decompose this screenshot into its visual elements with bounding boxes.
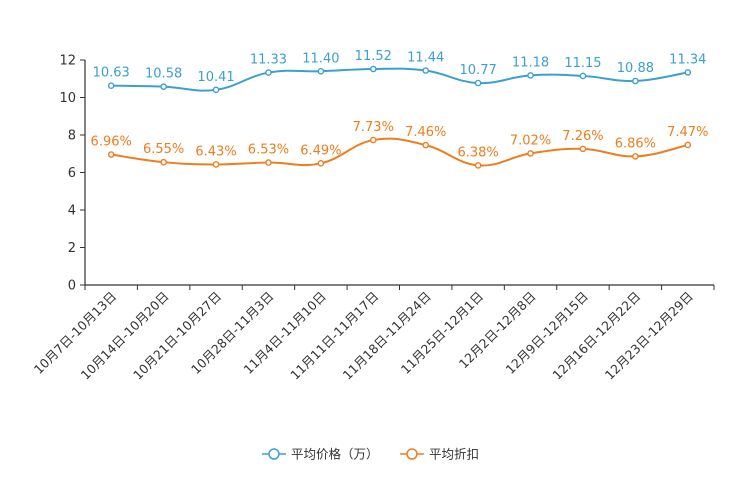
y-tick-label: 4 bbox=[68, 204, 76, 219]
x-tick-label: 12月16日-12月22日 bbox=[549, 289, 643, 383]
data-point bbox=[265, 69, 272, 76]
data-point bbox=[160, 83, 167, 90]
data-point bbox=[579, 72, 587, 80]
data-label: 11.15 bbox=[564, 56, 601, 71]
legend-item-2[interactable]: 平均折扣 bbox=[400, 447, 479, 462]
data-label: 6.86% bbox=[615, 136, 656, 151]
data-point bbox=[107, 82, 115, 89]
data-point bbox=[474, 162, 482, 169]
data-label: 7.47% bbox=[667, 125, 708, 140]
data-label: 7.46% bbox=[405, 125, 446, 140]
data-label: 7.26% bbox=[562, 129, 603, 144]
data-label: 10.41 bbox=[197, 70, 234, 85]
data-point bbox=[265, 159, 272, 166]
data-point bbox=[684, 69, 692, 76]
data-label: 11.18 bbox=[512, 55, 549, 70]
data-point bbox=[632, 77, 639, 85]
data-point bbox=[579, 145, 587, 153]
legend-marker bbox=[268, 448, 280, 460]
data-point bbox=[422, 67, 430, 74]
y-tick-label: 0 bbox=[68, 279, 76, 294]
data-point bbox=[632, 153, 639, 160]
data-point bbox=[369, 65, 377, 73]
series-layer: 10.63 10.58 10.41 11.33 11.40 11.52 11.44 10.77… bbox=[91, 49, 708, 169]
data-label: 6.38% bbox=[457, 145, 498, 160]
data-point bbox=[422, 141, 430, 149]
data-point bbox=[474, 79, 482, 87]
data-label: 7.73% bbox=[353, 120, 394, 135]
data-label: 10.63 bbox=[93, 66, 130, 81]
data-point bbox=[317, 67, 325, 75]
x-tick-label: 10月14日-10月20日 bbox=[78, 289, 172, 383]
data-label: 10.88 bbox=[617, 61, 654, 76]
data-label: 10.77 bbox=[460, 63, 497, 78]
y-tick-label: 2 bbox=[68, 241, 76, 256]
data-label: 7.02% bbox=[510, 133, 551, 148]
legend-label: 平均折扣 bbox=[429, 447, 479, 462]
x-tick-label: 12月23日-12月29日 bbox=[602, 289, 696, 383]
data-label: 11.34 bbox=[669, 52, 706, 67]
data-point bbox=[527, 72, 534, 79]
legend-label: 平均价格（万） bbox=[291, 447, 379, 462]
series-line bbox=[111, 67, 688, 92]
series-line bbox=[111, 137, 689, 167]
data-label: 6.96% bbox=[91, 135, 132, 150]
axes: 02468101210月7日-10月13日10月14日-10月20日10月21日… bbox=[31, 54, 715, 383]
y-tick-label: 10 bbox=[59, 91, 76, 106]
x-tick-label: 10月21日-10月27日 bbox=[130, 289, 224, 383]
y-tick-label: 6 bbox=[68, 166, 76, 181]
data-point bbox=[527, 150, 534, 157]
series-2: 6.96% 6.55% 6.43% 6.53% 6.49% 7.73% 7.46% 6.38%… bbox=[91, 120, 708, 169]
data-label: 6.49% bbox=[300, 143, 341, 158]
data-point bbox=[369, 136, 377, 144]
data-label: 10.58 bbox=[145, 67, 182, 82]
data-point bbox=[212, 161, 220, 168]
data-label: 6.55% bbox=[143, 142, 184, 157]
data-label: 11.44 bbox=[407, 51, 444, 66]
data-label: 11.40 bbox=[302, 51, 339, 66]
x-tick-label: 11月18日-11月24日 bbox=[340, 289, 434, 383]
series-1: 10.63 10.58 10.41 11.33 11.40 11.52 11.44 10.77… bbox=[93, 49, 706, 94]
legend-marker bbox=[406, 448, 418, 460]
legend-item-1[interactable]: 平均价格（万） bbox=[262, 447, 379, 462]
data-point bbox=[160, 158, 167, 166]
data-label: 6.53% bbox=[248, 143, 289, 158]
data-point bbox=[107, 151, 115, 158]
data-point bbox=[212, 86, 220, 94]
y-tick-label: 12 bbox=[59, 54, 76, 69]
data-label: 11.33 bbox=[250, 53, 287, 68]
legend[interactable]: 平均价格（万） 平均折扣 bbox=[262, 447, 479, 462]
data-label: 11.52 bbox=[355, 49, 392, 64]
y-tick-label: 8 bbox=[68, 129, 76, 144]
data-point bbox=[317, 160, 325, 167]
data-point bbox=[684, 141, 692, 149]
data-label: 6.43% bbox=[195, 144, 236, 159]
x-tick-label: 11月11日-11月17日 bbox=[287, 289, 381, 383]
